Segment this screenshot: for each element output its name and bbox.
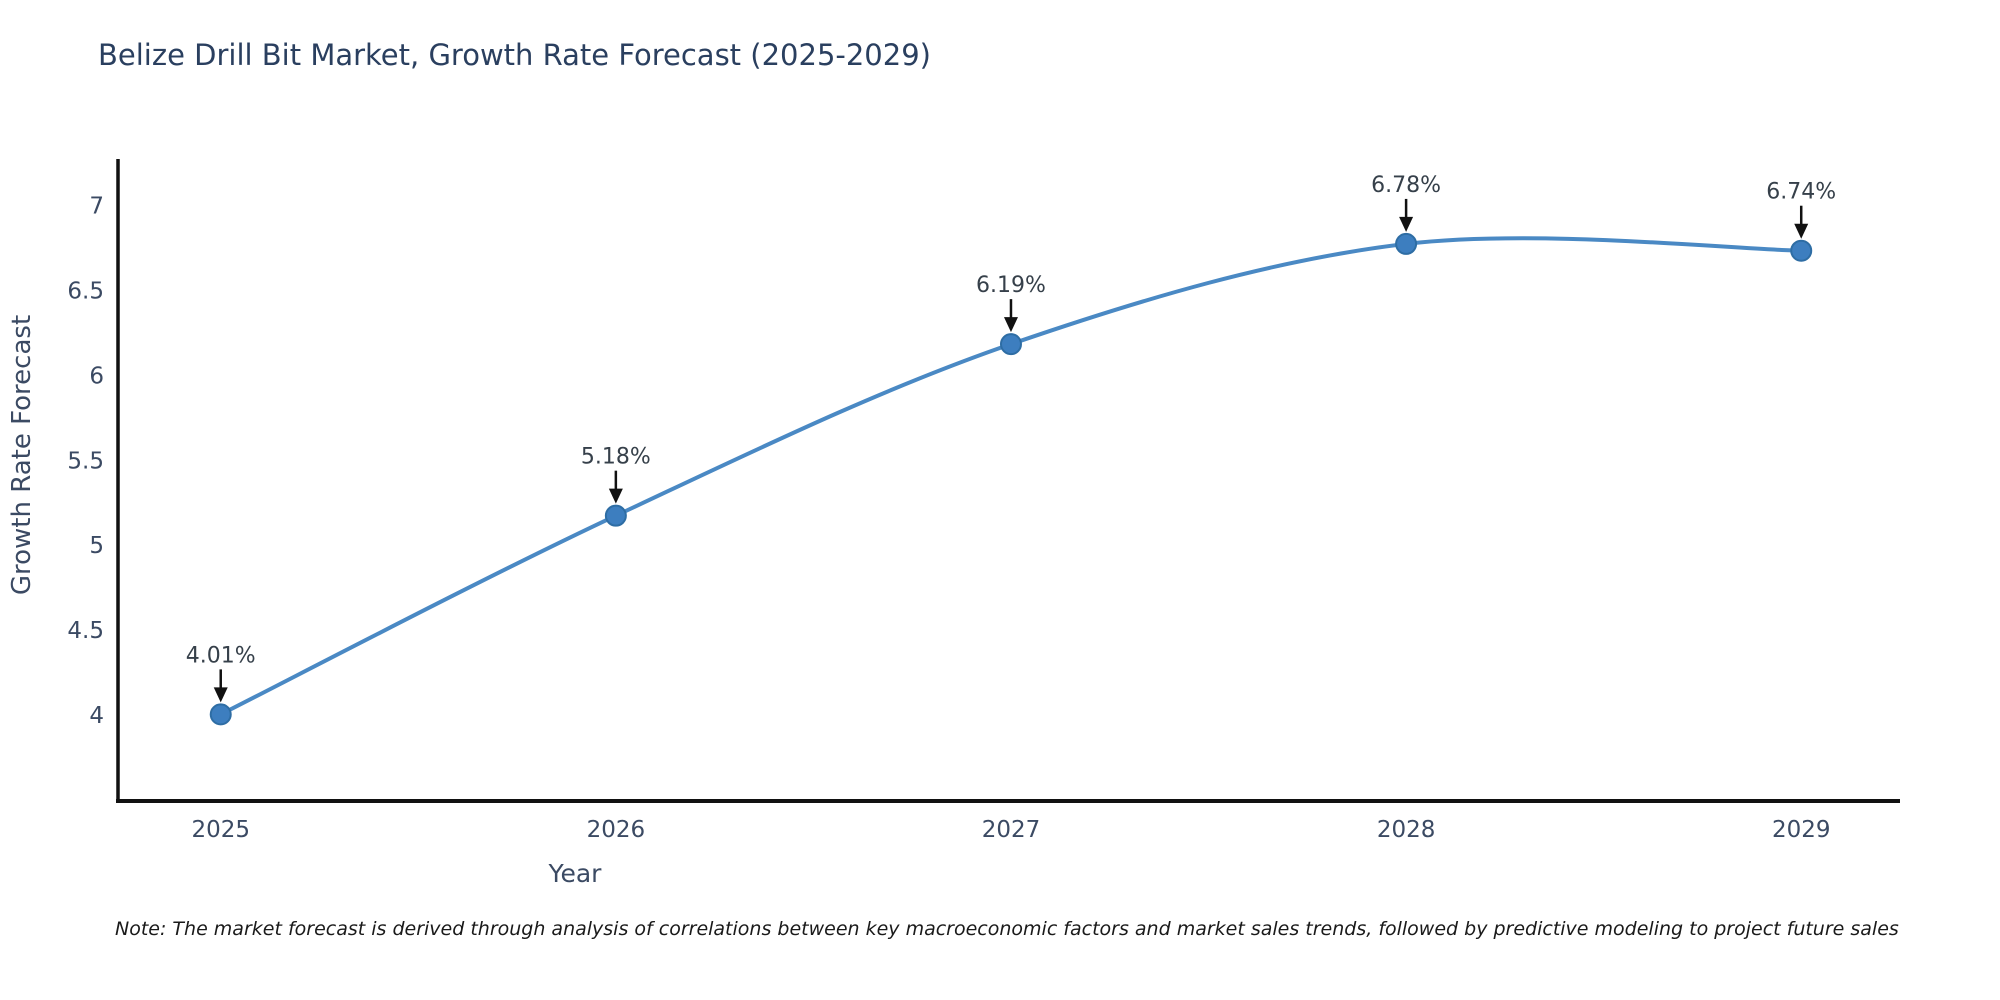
data-point-label: 5.18% — [581, 445, 651, 470]
data-point-label: 6.19% — [976, 273, 1046, 298]
x-tick-label: 2027 — [982, 817, 1041, 843]
y-tick-label: 6 — [89, 363, 104, 389]
y-tick-label: 4.5 — [67, 618, 104, 644]
y-tick-label: 4 — [89, 703, 104, 729]
annotation-arrow-head — [1003, 317, 1018, 333]
data-point-label: 6.74% — [1766, 180, 1836, 205]
y-tick-label: 7 — [89, 194, 104, 220]
x-tick-label: 2026 — [587, 817, 646, 843]
y-tick-label: 6.5 — [67, 278, 104, 304]
footnote: Note: The market forecast is derived thr… — [115, 918, 1899, 940]
y-axis-title: Growth Rate Forecast — [7, 315, 37, 595]
y-tick-label: 5 — [89, 533, 104, 559]
growth-rate-line-chart: 4 4.5 5 5.5 6 6.5 7 2025 2026 2027 2028 2029 Year Gro… — [7, 159, 1900, 888]
x-tick-label: 2029 — [1772, 817, 1831, 843]
data-point-marker — [1395, 232, 1418, 255]
annotation-arrow-head — [213, 687, 228, 703]
chart-title: Belize Drill Bit Market, Growth Rate For… — [98, 38, 931, 72]
x-axis-title: Year — [548, 859, 603, 888]
data-point-label: 4.01% — [186, 643, 256, 668]
data-point-marker — [1790, 239, 1813, 262]
annotation-arrow-head — [608, 488, 623, 504]
data-point-marker — [209, 703, 232, 726]
data-point-label: 6.78% — [1371, 173, 1441, 198]
x-tick-label: 2028 — [1377, 817, 1436, 843]
x-tick-label: 2025 — [191, 817, 250, 843]
annotation-arrow-head — [1794, 223, 1809, 239]
data-point-marker — [999, 333, 1022, 356]
y-tick-label: 5.5 — [67, 448, 104, 474]
annotation-arrow-head — [1399, 216, 1414, 232]
data-point-marker — [604, 504, 627, 527]
